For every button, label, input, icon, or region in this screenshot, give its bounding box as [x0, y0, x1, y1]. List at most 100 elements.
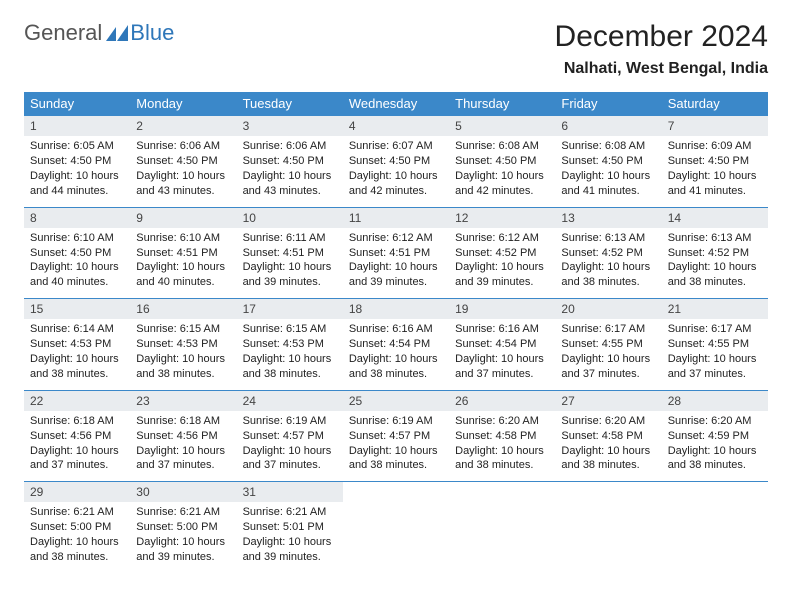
day-body: Sunrise: 6:10 AMSunset: 4:51 PMDaylight:… [130, 228, 236, 298]
day-header: Tuesday [237, 92, 343, 116]
calendar-table: Sunday Monday Tuesday Wednesday Thursday… [24, 92, 768, 573]
location: Nalhati, West Bengal, India [555, 60, 768, 78]
calendar-cell [449, 482, 555, 573]
calendar-cell: 20Sunrise: 6:17 AMSunset: 4:55 PMDayligh… [555, 299, 661, 391]
sunset-text: Sunset: 4:59 PM [668, 429, 762, 444]
day-number: 6 [555, 116, 661, 136]
calendar-cell: 24Sunrise: 6:19 AMSunset: 4:57 PMDayligh… [237, 390, 343, 482]
day-number: 22 [24, 391, 130, 411]
calendar-cell: 3Sunrise: 6:06 AMSunset: 4:50 PMDaylight… [237, 116, 343, 208]
calendar-cell: 26Sunrise: 6:20 AMSunset: 4:58 PMDayligh… [449, 390, 555, 482]
day-body: Sunrise: 6:14 AMSunset: 4:53 PMDaylight:… [24, 319, 130, 389]
daylight-text: Daylight: 10 hours and 38 minutes. [243, 352, 337, 382]
day-number: 31 [237, 482, 343, 502]
daylight-text: Daylight: 10 hours and 38 minutes. [561, 444, 655, 474]
day-number: 26 [449, 391, 555, 411]
calendar-row: 22Sunrise: 6:18 AMSunset: 4:56 PMDayligh… [24, 390, 768, 482]
day-body: Sunrise: 6:18 AMSunset: 4:56 PMDaylight:… [130, 411, 236, 481]
daylight-text: Daylight: 10 hours and 39 minutes. [243, 535, 337, 565]
daylight-text: Daylight: 10 hours and 37 minutes. [243, 444, 337, 474]
day-number: 3 [237, 116, 343, 136]
sunrise-text: Sunrise: 6:18 AM [30, 414, 124, 429]
logo: General Blue [24, 20, 174, 46]
day-number: 28 [662, 391, 768, 411]
daylight-text: Daylight: 10 hours and 42 minutes. [349, 169, 443, 199]
daylight-text: Daylight: 10 hours and 43 minutes. [136, 169, 230, 199]
sunset-text: Sunset: 4:53 PM [243, 337, 337, 352]
sunset-text: Sunset: 4:53 PM [30, 337, 124, 352]
day-body: Sunrise: 6:19 AMSunset: 4:57 PMDaylight:… [343, 411, 449, 481]
calendar-cell: 4Sunrise: 6:07 AMSunset: 4:50 PMDaylight… [343, 116, 449, 208]
sunset-text: Sunset: 4:57 PM [349, 429, 443, 444]
sunrise-text: Sunrise: 6:13 AM [668, 231, 762, 246]
sunset-text: Sunset: 4:58 PM [561, 429, 655, 444]
day-body: Sunrise: 6:08 AMSunset: 4:50 PMDaylight:… [555, 136, 661, 206]
day-number: 7 [662, 116, 768, 136]
sunrise-text: Sunrise: 6:10 AM [136, 231, 230, 246]
sunrise-text: Sunrise: 6:17 AM [668, 322, 762, 337]
daylight-text: Daylight: 10 hours and 40 minutes. [136, 260, 230, 290]
calendar-cell: 7Sunrise: 6:09 AMSunset: 4:50 PMDaylight… [662, 116, 768, 208]
calendar-cell: 8Sunrise: 6:10 AMSunset: 4:50 PMDaylight… [24, 207, 130, 299]
sunrise-text: Sunrise: 6:17 AM [561, 322, 655, 337]
calendar-cell: 25Sunrise: 6:19 AMSunset: 4:57 PMDayligh… [343, 390, 449, 482]
daylight-text: Daylight: 10 hours and 39 minutes. [243, 260, 337, 290]
day-number: 20 [555, 299, 661, 319]
calendar-cell: 10 Sunrise: 6:11 AMSunset: 4:51 PMDayligh… [237, 207, 343, 299]
day-body: Sunrise: 6:12 AMSunset: 4:51 PMDaylight:… [343, 228, 449, 298]
sunrise-text: Sunrise: 6:13 AM [561, 231, 655, 246]
calendar-cell: 21Sunrise: 6:17 AMSunset: 4:55 PMDayligh… [662, 299, 768, 391]
calendar-cell: 16Sunrise: 6:15 AMSunset: 4:53 PMDayligh… [130, 299, 236, 391]
day-number: 8 [24, 208, 130, 228]
calendar-cell: 14Sunrise: 6:13 AMSunset: 4:52 PMDayligh… [662, 207, 768, 299]
sunset-text: Sunset: 4:51 PM [243, 246, 337, 261]
day-body: Sunrise: 6:12 AMSunset: 4:52 PMDaylight:… [449, 228, 555, 298]
day-header: Wednesday [343, 92, 449, 116]
sunset-text: Sunset: 4:50 PM [349, 154, 443, 169]
sunset-text: Sunset: 5:00 PM [30, 520, 124, 535]
sunrise-text: Sunrise: 6:10 AM [30, 231, 124, 246]
sunset-text: Sunset: 4:50 PM [561, 154, 655, 169]
calendar-cell: 29Sunrise: 6:21 AMSunset: 5:00 PMDayligh… [24, 482, 130, 573]
sunset-text: Sunset: 5:00 PM [136, 520, 230, 535]
sunrise-text: Sunrise: 6:16 AM [349, 322, 443, 337]
day-header: Friday [555, 92, 661, 116]
day-number: 30 [130, 482, 236, 502]
calendar-row: 29Sunrise: 6:21 AMSunset: 5:00 PMDayligh… [24, 482, 768, 573]
sunrise-text: Sunrise: 6:14 AM [30, 322, 124, 337]
daylight-text: Daylight: 10 hours and 37 minutes. [455, 352, 549, 382]
sunrise-text: Sunrise: 6:12 AM [455, 231, 549, 246]
day-number: 10 [237, 208, 343, 228]
sunrise-text: Sunrise: 6:08 AM [455, 139, 549, 154]
sunset-text: Sunset: 4:54 PM [349, 337, 443, 352]
day-number: 14 [662, 208, 768, 228]
day-body: Sunrise: 6:16 AMSunset: 4:54 PMDaylight:… [343, 319, 449, 389]
daylight-text: Daylight: 10 hours and 41 minutes. [668, 169, 762, 199]
header: General Blue December 2024 Nalhati, West… [24, 20, 768, 78]
calendar-cell: 5Sunrise: 6:08 AMSunset: 4:50 PMDaylight… [449, 116, 555, 208]
day-number: 24 [237, 391, 343, 411]
sunrise-text: Sunrise: 6:19 AM [243, 414, 337, 429]
calendar-cell [662, 482, 768, 573]
calendar-row: 15Sunrise: 6:14 AMSunset: 4:53 PMDayligh… [24, 299, 768, 391]
sunset-text: Sunset: 5:01 PM [243, 520, 337, 535]
day-number: 2 [130, 116, 236, 136]
daylight-text: Daylight: 10 hours and 37 minutes. [136, 444, 230, 474]
sunrise-text: Sunrise: 6:21 AM [30, 505, 124, 520]
daylight-text: Daylight: 10 hours and 39 minutes. [455, 260, 549, 290]
day-number: 11 [343, 208, 449, 228]
sunrise-text: Sunrise: 6:15 AM [136, 322, 230, 337]
calendar-cell: 31Sunrise: 6:21 AMSunset: 5:01 PMDayligh… [237, 482, 343, 573]
daylight-text: Daylight: 10 hours and 37 minutes. [561, 352, 655, 382]
daylight-text: Daylight: 10 hours and 38 minutes. [349, 444, 443, 474]
sunrise-text: Sunrise: 6:11 AM [243, 231, 337, 246]
sunrise-text: Sunrise: 6:06 AM [243, 139, 337, 154]
sunset-text: Sunset: 4:53 PM [136, 337, 230, 352]
day-number: 19 [449, 299, 555, 319]
daylight-text: Daylight: 10 hours and 38 minutes. [30, 352, 124, 382]
sunrise-text: Sunrise: 6:15 AM [243, 322, 337, 337]
day-body: Sunrise: 6:10 AMSunset: 4:50 PMDaylight:… [24, 228, 130, 298]
calendar-cell: 30Sunrise: 6:21 AMSunset: 5:00 PMDayligh… [130, 482, 236, 573]
calendar-cell: 2Sunrise: 6:06 AMSunset: 4:50 PMDaylight… [130, 116, 236, 208]
daylight-text: Daylight: 10 hours and 38 minutes. [349, 352, 443, 382]
